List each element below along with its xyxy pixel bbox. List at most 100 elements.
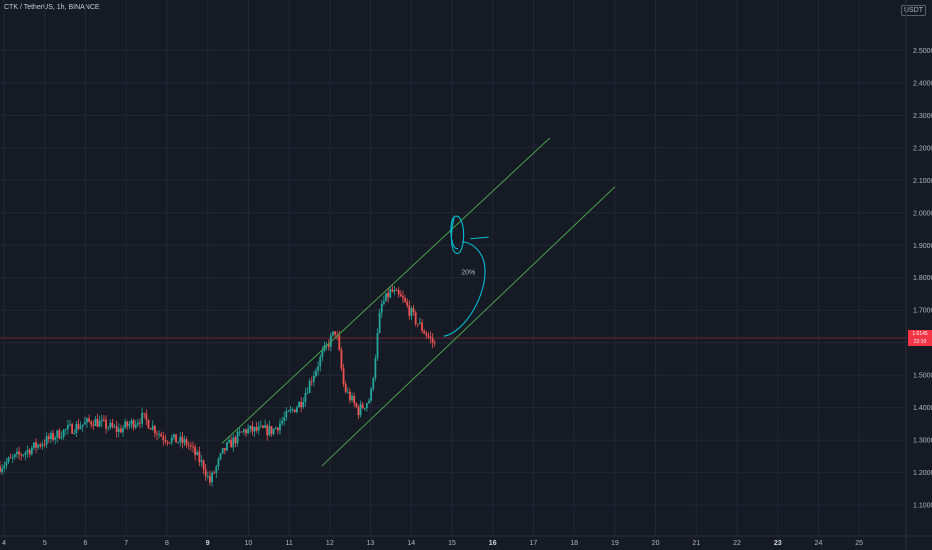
candle-body [395,290,398,291]
circle-drawing [450,215,465,254]
x-tick-label: 22 [733,540,741,547]
candle-body [5,462,8,466]
candle-body [177,441,180,443]
candle-body [47,436,50,439]
candle-body [115,426,118,432]
candle-body [274,427,277,429]
candle-body [408,305,411,316]
candle-body [228,439,230,443]
candle-body [156,433,158,435]
candle-body [66,425,69,430]
candle-body [183,439,186,443]
candle-body [361,404,364,409]
candle-body [107,427,110,429]
candle-body [122,427,124,433]
candle-body [281,420,283,424]
y-tick-label: 1.1000 [913,503,932,510]
currency-label[interactable]: USDT [900,5,926,16]
current-price-tag: 1.6145 22:10 [908,330,932,346]
candle-body [253,426,256,432]
candle-body [217,458,220,467]
candle-body [37,444,40,448]
y-tick-label: 1.2000 [913,470,932,477]
candle-body [170,437,173,443]
candle-body [325,344,328,346]
candle-body [266,425,269,436]
candle-body [387,292,390,298]
candle-body [200,460,203,463]
candle-body [230,439,233,448]
candle-body [26,449,29,453]
candle-body [35,442,37,448]
candle-body [368,400,370,404]
candle-body [54,437,57,440]
candle-body [433,342,436,344]
candle-body [189,445,192,447]
candle-countdown: 22:10 [913,339,927,345]
candle-body [45,436,48,445]
candle-body [234,437,237,444]
candle-body [194,446,197,456]
y-tick-label: 2.5000 [913,48,932,55]
candle-body [249,425,252,429]
candle-body [344,384,347,393]
candle-body [9,457,12,459]
candle-body [215,466,218,473]
candle-body [77,423,80,429]
candle-body [340,349,343,369]
candle-body [272,428,275,434]
y-tick-label: 1.3000 [913,438,932,445]
y-tick-label: 1.9000 [913,243,932,250]
candle-body [283,417,286,421]
x-tick-label: 14 [407,540,415,547]
candle-body [291,409,294,411]
candle-body [192,446,194,448]
candle-body [149,428,152,430]
candle-body [213,472,216,474]
candle-body [414,312,417,324]
candle-body [175,434,177,443]
candle-body [181,436,184,443]
candle-body [380,303,383,313]
x-tick-label: 6 [84,540,88,547]
candle-body [399,294,402,297]
candle-body [164,440,167,442]
candle-body [317,366,320,371]
candle-body [255,426,258,431]
candle-body [351,395,353,401]
candle-body [136,422,139,425]
candle-body [30,448,33,455]
candle-body [270,426,273,434]
candle-body [232,437,235,448]
candle-body [158,434,160,435]
arrow-head-drawing [470,236,489,240]
candle-body [209,475,211,483]
candle-body [376,332,379,359]
x-tick-label: 16 [489,540,497,547]
candle-body [202,460,205,470]
y-tick-label: 1.4000 [913,405,932,412]
x-tick-label: 24 [815,540,823,547]
candle-body [139,422,141,424]
candle-body [353,395,356,404]
candle-body [363,408,366,409]
candle-body [206,475,209,477]
candle-body [58,430,61,439]
candle-body [429,336,432,338]
candle-body [423,330,426,334]
candle-body [124,421,127,428]
candle-body [293,409,296,413]
candle-body [94,418,97,426]
candle-body [359,404,362,416]
candle-body [3,465,6,469]
candle-body [329,335,332,347]
candle-body [257,426,260,431]
y-tick-label: 1.7000 [913,308,932,315]
candle-body [332,331,334,336]
candle-body [259,425,262,427]
candle-body [204,469,207,477]
candle-body [262,425,264,428]
candle-body [86,418,88,423]
candle-body [33,442,35,449]
